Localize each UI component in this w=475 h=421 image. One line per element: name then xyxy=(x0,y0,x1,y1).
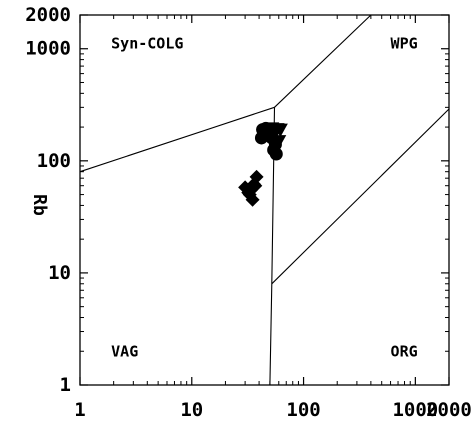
y-tick-label: 10 xyxy=(48,262,71,284)
diamond-point xyxy=(249,169,264,184)
circle-point xyxy=(254,131,268,145)
boundary-line-wpg-syncolg xyxy=(274,14,372,108)
boundary-line-vag-syncolg xyxy=(79,106,275,173)
field-label: ORG xyxy=(391,342,418,360)
diamond-point xyxy=(248,178,263,193)
triangle-down-point xyxy=(267,127,283,142)
boundary-lines xyxy=(79,14,450,386)
x-tick-label: 1000 xyxy=(392,399,438,421)
y-tick-label: 1 xyxy=(60,374,71,396)
field-label: VAG xyxy=(111,342,138,360)
x-tick-label: 100 xyxy=(286,399,320,421)
field-label: Syn-COLG xyxy=(111,35,183,53)
triangle-down-point xyxy=(271,135,287,149)
boundary-line-wpg-org xyxy=(271,108,450,285)
x-tick-label: 10 xyxy=(180,399,203,421)
y-tick-label: 1000 xyxy=(25,38,71,60)
y-tick-label: 100 xyxy=(37,150,71,172)
x-tick-label: 2000 xyxy=(426,399,472,421)
y-axis-label: Rb xyxy=(29,194,50,216)
x-tick-label: 1 xyxy=(74,399,85,421)
field-labels: Syn-COLG WPG VAG ORG xyxy=(111,35,417,361)
diamond-point xyxy=(241,185,256,200)
data-points xyxy=(238,121,288,207)
circle-point xyxy=(269,147,283,161)
field-label: WPG xyxy=(391,35,418,53)
y-tick-label: 2000 xyxy=(25,4,71,26)
plot-frame xyxy=(79,14,450,386)
